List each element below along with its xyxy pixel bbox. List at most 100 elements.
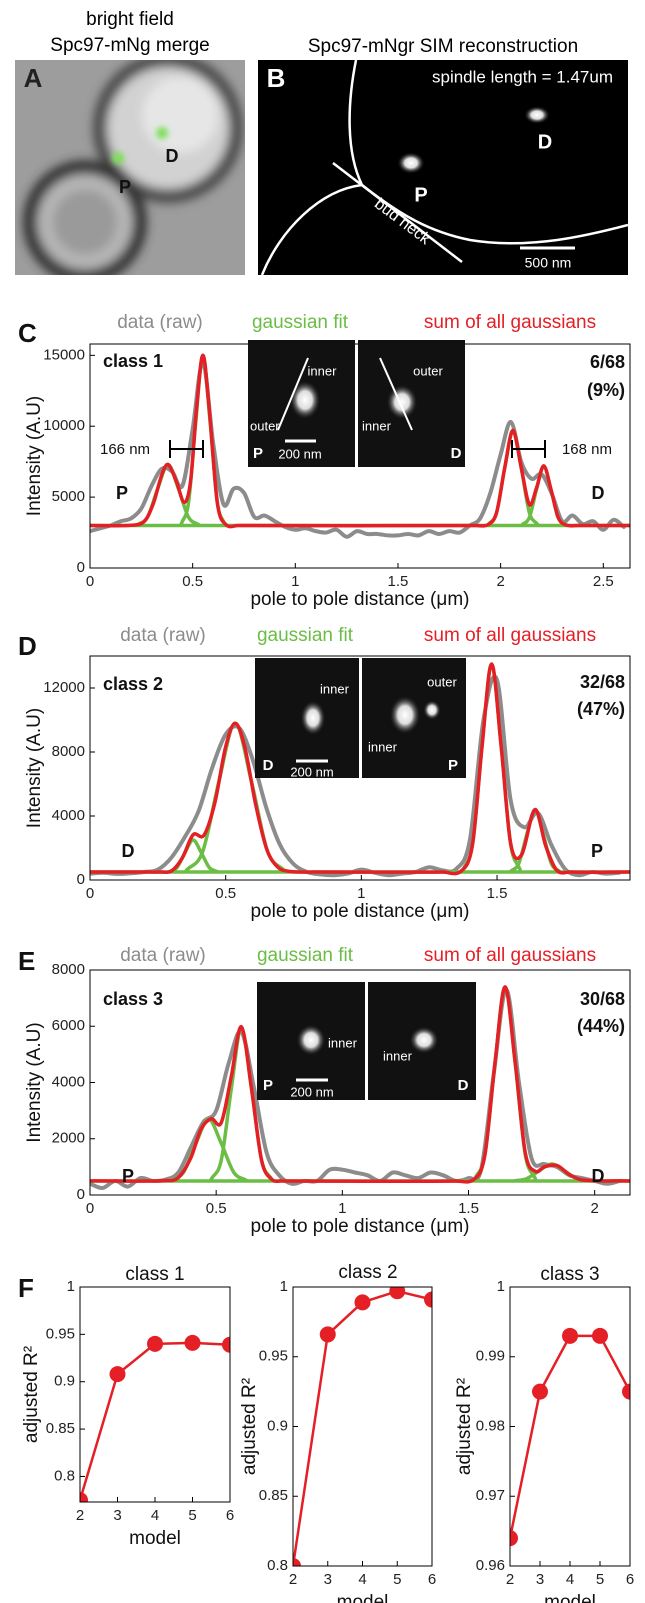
y-tick-label: 0 [77, 559, 85, 576]
plot-content [510, 1327, 630, 1547]
panel-label: A [24, 63, 43, 93]
y-tick-label: 8000 [52, 743, 85, 760]
x-axis-label: model [129, 1528, 181, 1549]
x-tick-label: 3 [536, 1571, 544, 1588]
series-line [90, 353, 630, 529]
annotation: D [18, 631, 37, 661]
marker [147, 1335, 163, 1352]
annotation: 200 nm [278, 446, 321, 461]
marker [562, 1327, 578, 1344]
series-line [90, 985, 630, 1184]
plot-content [80, 1334, 230, 1502]
annotation: (44%) [577, 1016, 625, 1036]
y-tick-label: 6000 [52, 1017, 85, 1034]
x-tick-label: 4 [358, 1571, 366, 1588]
annotation: D [592, 483, 605, 503]
annotation: P [263, 1077, 273, 1094]
marker [319, 1326, 336, 1343]
y-tick-label: 0.95 [46, 1325, 75, 1342]
y-tick-label: 0.85 [259, 1487, 288, 1504]
panel-b: Spc97-mNgr SIM reconstruction B spindle … [258, 36, 628, 275]
charts: data (raw) gaussian fit sum of all gaussia… [21, 312, 634, 1603]
chart-title: class 2 [338, 1262, 397, 1283]
annotation: inner [320, 681, 350, 696]
x-axis-label: model [337, 1592, 389, 1603]
x-tick-label: 2 [591, 1200, 599, 1217]
y-tick-label: 4000 [52, 807, 85, 824]
marker [510, 1530, 518, 1547]
marker [592, 1327, 608, 1344]
legend-entry: data (raw) [120, 625, 206, 646]
legend-entry: gaussian fit [257, 945, 354, 966]
annotation: inner [328, 1035, 358, 1050]
y-tick-label: 0.8 [267, 1557, 288, 1574]
marker [184, 1334, 201, 1351]
y-axis-label: adjusted R² [454, 1378, 475, 1475]
x-tick-label: 4 [151, 1507, 159, 1524]
y-tick-label: 0.95 [259, 1348, 288, 1365]
x-tick-label: 2 [289, 1571, 297, 1588]
y-tick-label: 0.85 [46, 1420, 75, 1437]
annotation: 6/68 [590, 352, 625, 372]
annotation: (9%) [587, 380, 625, 400]
y-tick-label: 0.98 [476, 1417, 505, 1434]
pole-label: P [119, 177, 131, 197]
x-tick-label: 6 [428, 1571, 436, 1588]
marker [109, 1366, 126, 1383]
legend-entry: sum of all gaussians [424, 625, 596, 646]
annotation: (47%) [577, 699, 625, 719]
annotation: inner [368, 739, 398, 754]
axes-box [89, 655, 631, 881]
annotation: class 3 [103, 989, 163, 1009]
plot-content [90, 353, 630, 539]
y-tick-label: 0 [77, 1186, 85, 1203]
pole-label: P [414, 184, 427, 206]
annotation: P [122, 1166, 134, 1186]
y-tick-label: 10000 [43, 417, 85, 434]
panel-a: bright field Spc97-mNg merge A D P [15, 9, 245, 275]
chart-title: class 1 [125, 1264, 184, 1285]
marker [80, 1492, 88, 1502]
x-tick-label: 0.5 [182, 573, 203, 590]
panel-title: Spc97-mNg merge [50, 35, 209, 56]
series-line [90, 987, 622, 1190]
chart-title: class 3 [540, 1264, 599, 1285]
brightfield-image [15, 60, 245, 275]
x-tick-label: 1 [338, 1200, 346, 1217]
annotation: 168 nm [562, 441, 612, 458]
y-tick-label: 0.9 [267, 1417, 288, 1434]
x-axis-label: pole to pole distance (μm) [250, 901, 469, 922]
x-tick-label: 2 [506, 1571, 514, 1588]
annotation: 30/68 [580, 989, 625, 1009]
y-tick-label: 5000 [52, 488, 85, 505]
x-tick-label: 0.5 [206, 1200, 227, 1217]
x-axis-label: model [544, 1592, 596, 1603]
y-tick-label: 0.96 [476, 1557, 505, 1574]
x-tick-label: 4 [566, 1571, 574, 1588]
x-tick-label: 6 [626, 1571, 634, 1588]
annotation: 200 nm [290, 764, 333, 779]
plot-area [80, 1287, 230, 1502]
panel-label: B [267, 63, 286, 93]
annotation: inner [308, 363, 338, 378]
annotation: D [263, 757, 274, 774]
y-tick-label: 0.9 [54, 1373, 75, 1390]
x-tick-label: 3 [113, 1507, 121, 1524]
annotation: outer [413, 363, 443, 378]
plot-content [293, 1287, 432, 1566]
marker [424, 1291, 432, 1308]
annotation: P [116, 483, 128, 503]
marker [354, 1294, 371, 1311]
x-tick-label: 1.5 [487, 885, 508, 902]
x-tick-label: 1.5 [388, 573, 409, 590]
x-tick-label: 2 [496, 573, 504, 590]
annotation: D [122, 841, 135, 861]
y-axis-label: adjusted R² [239, 1378, 260, 1475]
x-tick-label: 5 [188, 1507, 196, 1524]
legend-entry: sum of all gaussians [424, 312, 596, 333]
x-axis-label: pole to pole distance (μm) [250, 1216, 469, 1237]
x-axis-label: pole to pole distance (μm) [250, 589, 469, 610]
series-line [90, 662, 630, 876]
x-tick-label: 0 [86, 573, 94, 590]
